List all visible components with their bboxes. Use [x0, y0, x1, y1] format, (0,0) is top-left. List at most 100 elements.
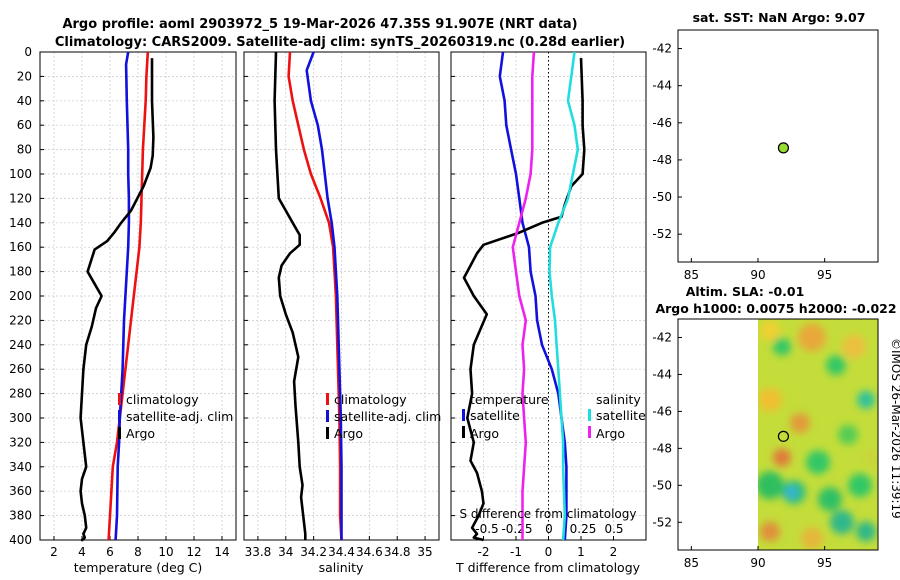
sla-field-patch: [790, 412, 810, 433]
depth-tick-label: 60: [17, 118, 32, 132]
sla-field-patch: [842, 334, 866, 359]
sla-map-xtick-label: 90: [750, 556, 765, 570]
legend-temperature-argo: Argo: [470, 426, 499, 441]
depth-tick-label: 240: [9, 338, 32, 352]
sla-map-title: Altim. SLA: -0.01: [686, 284, 805, 299]
temperature-xtick-label: 10: [158, 545, 173, 559]
title-line-2: Climatology: CARS2009. Satellite-adj cli…: [55, 35, 625, 50]
difference-xtick-label: 1: [577, 545, 585, 559]
temperature-xtick-label: 14: [214, 545, 229, 559]
salinity-xtick-label: 35: [417, 545, 432, 559]
sla-map-frame: [677, 318, 879, 551]
temperature-legend-label: climatology: [126, 392, 199, 407]
sla-field-patch: [863, 448, 878, 467]
legend-swatch: [588, 409, 591, 421]
sst-map-panel: 85 90 95 -42 -44 -46 -48 -50 -52: [652, 29, 879, 282]
sst-map-xtick-label: 95: [817, 268, 832, 282]
temperature-legend-swatch: [118, 427, 121, 439]
sla-field-patch: [818, 487, 842, 512]
salinity-series-satellite-adj-clim: [305, 51, 343, 540]
temperature-series-climatology: [107, 51, 150, 541]
title-line-1: Argo profile: aoml 2903972_5 19-Mar-2026…: [62, 17, 577, 32]
temperature-legend-swatch: [118, 393, 121, 405]
salinity-diff-tick-label: 0.25: [570, 522, 597, 536]
depth-tick-label: 300: [9, 411, 32, 425]
sla-field-patch: [773, 337, 791, 356]
temperature-xtick-label: 2: [50, 545, 58, 559]
argo-float-marker: [777, 142, 790, 154]
sla-field-patch: [758, 471, 784, 500]
sla-field-patch: [798, 323, 826, 352]
salinity-xtick-label: 33.8: [245, 545, 272, 559]
depth-tick-label: 20: [17, 69, 32, 83]
temperature-xlabel: temperature (deg C): [74, 560, 203, 575]
sla-field-patch: [826, 355, 846, 376]
depth-tick-label: 80: [17, 143, 32, 157]
salinity-legend-label: climatology: [334, 392, 407, 407]
sla-map-subtitle: Argo h1000: 0.0075 h2000: -0.022: [655, 301, 896, 316]
sla-map-ytick-label: -48: [652, 441, 672, 455]
sst-map-ytick-label: -46: [652, 116, 672, 130]
depth-tick-label: 260: [9, 362, 32, 376]
depth-tick-label: 340: [9, 460, 32, 474]
temperature-series-argo: [79, 58, 155, 542]
temperature-legend-label: satellite-adj. clim: [126, 409, 233, 424]
sla-map-xtick-label: 95: [817, 556, 832, 570]
salinity-legend-swatch: [326, 410, 329, 422]
sla-map-ytick-label: -52: [652, 515, 672, 529]
salinity-series-argo: [273, 51, 307, 540]
depth-tick-label: 0: [24, 45, 32, 59]
sla-field-patch: [760, 320, 780, 341]
depth-tick-label: 360: [9, 484, 32, 498]
sla-map-ytick-label: -42: [652, 330, 672, 344]
sst-map-ytick-label: -44: [652, 79, 672, 93]
difference-panel: -2 -1 0 1 2-0.5 -0.25 0 0.25 0.5temperaturesatel…: [450, 51, 647, 559]
sla-field-patch: [801, 527, 823, 550]
sla-field-patch: [830, 510, 854, 535]
temperature-xtick-label: 8: [134, 545, 142, 559]
sla-field-patch: [806, 450, 830, 475]
sla-field-patch: [758, 387, 782, 412]
sla-map-ytick-label: -46: [652, 404, 672, 418]
salinity-xtick-label: 34.2: [300, 545, 327, 559]
sst-map-xtick-label: 85: [684, 268, 699, 282]
salinity-legend-label: satellite-adj. clim: [334, 409, 441, 424]
salinity-panel: 33.8 34 34.2 34.4 34.6 34.8 35 climatology satel…: [243, 51, 441, 559]
sla-field-patch: [848, 473, 872, 498]
depth-tick-label: 220: [9, 313, 32, 327]
salinity-series-climatology: [287, 51, 343, 541]
depth-tick-label: 40: [17, 94, 32, 108]
sla-heatmap: [758, 319, 878, 550]
difference-series-salinity-argo: [511, 51, 536, 540]
sst-map-ytick-label: -48: [652, 153, 672, 167]
sla-field-patch: [760, 521, 780, 542]
difference-xtick-label: -1: [510, 545, 522, 559]
sst-map-ytick-label: -42: [652, 42, 672, 56]
salinity-diff-tick-label: -0.25: [501, 522, 532, 536]
temperature-panel: 2 4 6 8 10 12 14020406080100120140160180200220…: [9, 45, 237, 559]
sst-map-title: sat. SST: NaN Argo: 9.07: [693, 10, 866, 25]
depth-tick-label: 320: [9, 435, 32, 449]
salinity-xtick-label: 34.8: [384, 545, 411, 559]
legend-swatch: [462, 426, 465, 438]
difference-top-label: S difference from climatology: [460, 507, 637, 521]
depth-tick-label: 140: [9, 216, 32, 230]
legend-salinity-header: salinity: [596, 392, 641, 407]
depth-tick-label: 400: [9, 533, 32, 547]
temperature-legend-label: Argo: [126, 426, 155, 441]
difference-xtick-label: -2: [478, 545, 490, 559]
temperature-xtick-label: 4: [78, 545, 86, 559]
depth-tick-label: 100: [9, 167, 32, 181]
difference-xtick-label: 2: [610, 545, 618, 559]
salinity-xtick-label: 34: [278, 545, 293, 559]
salinity-xtick-label: 34.4: [328, 545, 355, 559]
salinity-diff-tick-label: -0.5: [475, 522, 498, 536]
sla-map-panel: 85 90 95 -42 -44 -46 -48 -50 -52: [652, 318, 879, 570]
legend-salinity-satellite: satellite: [596, 408, 646, 423]
timestamp: ©IMOS 26-Mar-2026 11:39:19: [889, 338, 900, 519]
salinity-legend-swatch: [326, 393, 329, 405]
sst-map-xtick-label: 90: [750, 268, 765, 282]
sla-field-patch: [856, 521, 876, 542]
legend-salinity-argo: Argo: [596, 426, 625, 441]
